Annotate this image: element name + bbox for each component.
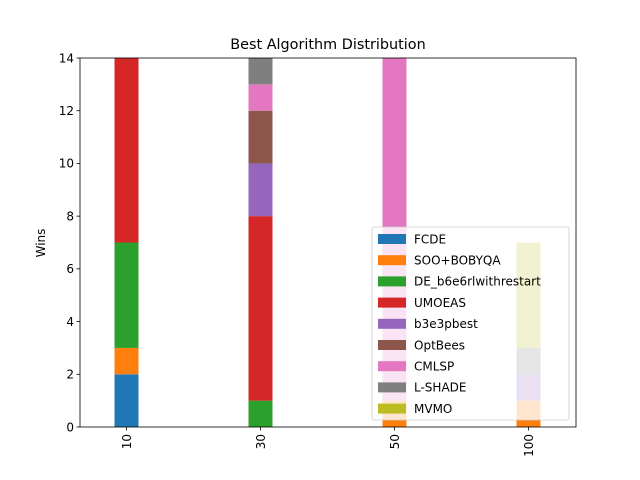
bar-segment-b3e3pbest-30 xyxy=(248,163,273,217)
legend-box xyxy=(371,226,570,421)
y-tick-label: 0 xyxy=(66,420,74,434)
bar-segment-umoeas-30 xyxy=(248,216,273,401)
legend-entry-label: UMOEAS xyxy=(414,296,466,310)
bar-segment-umoeas-10 xyxy=(114,58,139,243)
bar-segment-de-b6e6rlwithrestart-10 xyxy=(114,242,139,348)
legend-entry-label: b3e3pbest xyxy=(414,317,478,331)
legend-swatch xyxy=(378,255,406,266)
x-tick-label: 30 xyxy=(254,434,268,449)
bar-segment-cmlsp-30 xyxy=(248,84,273,111)
legend-swatch xyxy=(378,361,406,372)
bar-segment-fcde-10 xyxy=(114,374,139,427)
legend-swatch xyxy=(378,234,406,244)
legend-entry-label: CMLSP xyxy=(414,360,454,374)
chart-title: Best Algorithm Distribution xyxy=(230,37,425,53)
legend-entry-label: FCDE xyxy=(414,232,446,246)
x-tick-label: 10 xyxy=(120,434,134,449)
x-axis: 10 30 50 100 xyxy=(120,427,536,457)
y-axis: 0 2 4 6 8 10 12 14 xyxy=(59,51,80,434)
x-tick-label: 100 xyxy=(522,434,536,457)
legend-entry-label: DE_b6e6rlwithrestart xyxy=(414,275,541,289)
legend-entry-label: OptBees xyxy=(414,338,465,352)
legend-swatch xyxy=(378,382,406,393)
bar-segment-de-b6e6rlwithrestart-30 xyxy=(248,400,273,427)
legend-swatch xyxy=(378,340,406,350)
legend-swatch xyxy=(378,276,406,287)
y-tick-label: 14 xyxy=(59,51,74,65)
y-tick-label: 2 xyxy=(66,368,74,382)
y-tick-label: 12 xyxy=(59,104,74,118)
bar-segment-l-shade-30 xyxy=(248,58,273,85)
legend-swatch xyxy=(378,318,406,329)
legend-entry-label: L-SHADE xyxy=(414,381,466,395)
legend: FCDE SOO+BOBYQA DE_b6e6rlwithrestart UMOEAS… xyxy=(371,226,570,421)
y-axis-label: Wins xyxy=(34,229,48,258)
plot-frame xyxy=(79,57,577,428)
y-tick-label: 8 xyxy=(66,209,74,223)
x-tick-label: 50 xyxy=(388,434,402,449)
bar-segment-soo-bobyqa-10 xyxy=(114,347,139,375)
y-tick-label: 10 xyxy=(59,157,74,171)
legend-entry-label: SOO+BOBYQA xyxy=(414,254,501,268)
y-tick-label: 6 xyxy=(66,262,74,276)
legend-entry-label: MVMO xyxy=(414,402,452,416)
legend-swatch xyxy=(378,297,406,308)
y-tick-label: 4 xyxy=(66,315,74,329)
bar-segment-optbees-30 xyxy=(248,110,273,164)
legend-swatch xyxy=(378,403,406,414)
